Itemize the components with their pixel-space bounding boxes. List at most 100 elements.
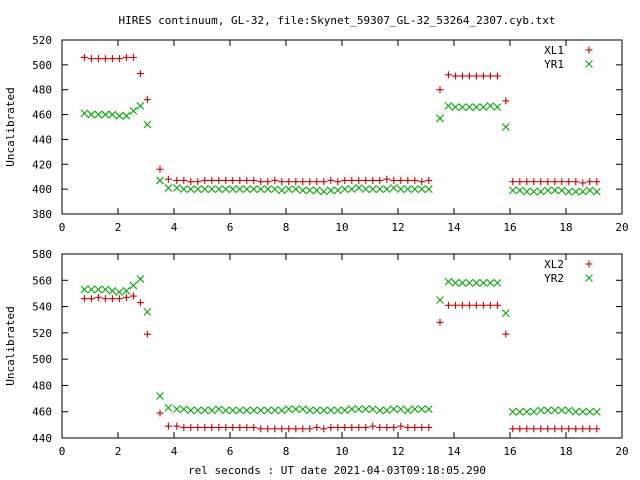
data-point bbox=[122, 286, 131, 295]
data-point bbox=[222, 423, 230, 431]
data-point bbox=[201, 176, 209, 184]
data-point bbox=[558, 425, 566, 433]
data-point bbox=[444, 71, 452, 79]
data-point bbox=[530, 178, 538, 186]
data-point bbox=[87, 285, 96, 294]
data-point bbox=[186, 185, 195, 194]
data-point-d2 bbox=[249, 185, 258, 194]
data-point bbox=[389, 405, 398, 413]
data-point bbox=[417, 405, 426, 413]
data-point-d2 bbox=[465, 103, 474, 112]
data-point bbox=[411, 176, 419, 184]
data-point bbox=[396, 405, 405, 413]
x-tick-label: 8 bbox=[283, 445, 290, 458]
data-point bbox=[278, 425, 286, 433]
data-point bbox=[257, 425, 265, 433]
data-point bbox=[458, 279, 467, 287]
data-point-d2 bbox=[326, 406, 335, 415]
x-tick-label: 12 bbox=[391, 221, 404, 234]
data-point bbox=[493, 103, 502, 112]
data-point bbox=[579, 425, 587, 433]
data-point bbox=[472, 301, 480, 309]
data-point-d2 bbox=[382, 406, 391, 415]
data-point bbox=[451, 103, 460, 112]
data-point bbox=[444, 301, 452, 309]
data-point bbox=[382, 406, 391, 415]
data-point-d2 bbox=[249, 406, 258, 415]
data-point bbox=[122, 293, 130, 301]
data-point bbox=[389, 184, 398, 192]
data-point bbox=[320, 425, 328, 433]
data-point bbox=[249, 185, 258, 194]
data-point bbox=[156, 176, 164, 185]
x-tick-label: 4 bbox=[171, 445, 178, 458]
data-point-d2 bbox=[458, 103, 467, 112]
data-point bbox=[242, 185, 251, 194]
data-point bbox=[571, 187, 580, 196]
data-point bbox=[235, 406, 244, 415]
data-point bbox=[306, 178, 314, 186]
data-point bbox=[551, 425, 559, 433]
data-point-d2 bbox=[354, 405, 363, 413]
data-point-d2 bbox=[143, 307, 152, 316]
data-point bbox=[263, 185, 272, 194]
data-point bbox=[298, 186, 307, 195]
data-point bbox=[493, 279, 502, 287]
data-point bbox=[115, 288, 124, 297]
data-point-d2 bbox=[87, 110, 96, 119]
data-point-d2 bbox=[193, 406, 202, 415]
data-point bbox=[418, 178, 426, 186]
data-point bbox=[501, 309, 510, 318]
data-point bbox=[319, 187, 328, 196]
data-point bbox=[479, 72, 487, 80]
data-point-d2 bbox=[136, 275, 145, 283]
data-point bbox=[410, 185, 419, 194]
data-point-d2 bbox=[108, 110, 117, 119]
y-tick-label: 500 bbox=[32, 353, 52, 366]
data-point-d2 bbox=[122, 111, 131, 120]
data-point bbox=[208, 176, 216, 184]
data-point bbox=[207, 185, 216, 194]
legend-label: YR2 bbox=[544, 272, 564, 285]
data-point bbox=[340, 406, 349, 415]
data-point-d2 bbox=[451, 103, 460, 112]
data-point bbox=[298, 405, 307, 413]
data-point-d2 bbox=[270, 406, 279, 415]
data-point bbox=[229, 423, 237, 431]
data-point bbox=[264, 425, 272, 433]
data-point bbox=[403, 406, 412, 415]
data-point-d2 bbox=[571, 407, 580, 416]
data-point bbox=[411, 423, 419, 431]
data-point bbox=[122, 53, 130, 61]
data-point bbox=[465, 72, 473, 80]
data-point bbox=[523, 178, 531, 186]
data-point-d2 bbox=[80, 109, 89, 118]
data-point bbox=[94, 55, 102, 63]
data-point-d2 bbox=[382, 185, 391, 194]
data-point bbox=[80, 109, 89, 118]
data-point bbox=[593, 178, 601, 186]
data-point bbox=[557, 406, 566, 415]
data-point bbox=[250, 176, 258, 184]
data-point bbox=[285, 178, 293, 186]
data-point bbox=[179, 185, 188, 194]
data-point-d2 bbox=[486, 101, 495, 110]
data-point bbox=[221, 185, 230, 194]
data-point-d2 bbox=[368, 405, 377, 413]
data-point bbox=[87, 110, 96, 119]
data-point-d2 bbox=[172, 405, 181, 413]
data-point-d2 bbox=[108, 286, 117, 295]
data-point-d2 bbox=[585, 186, 594, 195]
data-point bbox=[550, 406, 559, 415]
data-point-d2 bbox=[536, 187, 545, 196]
y-tick-label: 520 bbox=[32, 34, 52, 47]
y-tick-label: 500 bbox=[32, 59, 52, 72]
data-point-d2 bbox=[375, 185, 384, 194]
data-point bbox=[436, 296, 444, 304]
data-point bbox=[164, 184, 173, 192]
y-tick-label: 480 bbox=[32, 84, 52, 97]
data-point bbox=[263, 406, 272, 415]
data-point-d2 bbox=[291, 405, 300, 413]
data-point bbox=[87, 55, 95, 63]
data-point-d2 bbox=[164, 184, 173, 192]
